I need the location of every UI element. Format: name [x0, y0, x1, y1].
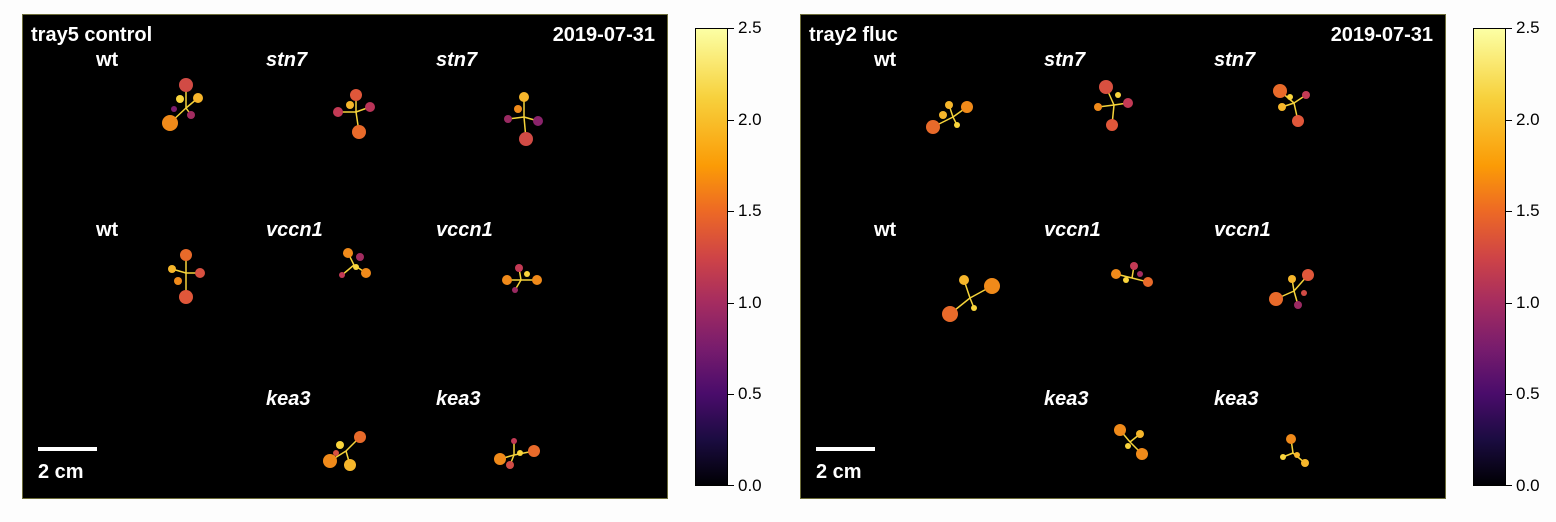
genotype-label: vccn1 [266, 219, 323, 241]
genotype-label: stn7 [1044, 49, 1086, 71]
genotype-label: vccn1 [1044, 219, 1101, 241]
plant-rosette [1280, 434, 1309, 467]
genotype-label: stn7 [1214, 49, 1256, 71]
panel-date: 2019-07-31 [552, 24, 655, 46]
genotype-label: kea3 [1214, 388, 1259, 410]
plant-rosette [926, 101, 973, 134]
scale-bar-label: 2 cm [38, 461, 84, 483]
genotype-label: vccn1 [436, 219, 493, 241]
colorbar-axis: 2.5 2.0 1.5 1.0 0.5 0.0 [1506, 18, 1556, 495]
genotype-label: stn7 [436, 49, 478, 71]
scale-bar [38, 447, 97, 451]
plant-rosette [1269, 269, 1314, 309]
colorbar-tick-label: 2.0 [1516, 109, 1540, 129]
colorbar-tick-label: 1.0 [1516, 292, 1540, 312]
colorbar [695, 28, 728, 486]
genotype-label: wt [96, 219, 119, 241]
colorbar-tick-label: 0.5 [738, 384, 762, 404]
plant-rosette [323, 431, 366, 471]
colorbar-tick-label: 2.5 [1516, 18, 1540, 37]
colorbar-tick-label: 0.5 [1516, 384, 1540, 404]
colorbar-tick-label: 2.0 [738, 109, 762, 129]
genotype-label: stn7 [266, 49, 308, 71]
genotype-label: kea3 [1044, 388, 1089, 410]
plant-rosette [168, 249, 205, 304]
genotype-label: vccn1 [1214, 219, 1271, 241]
genotype-label: wt [96, 49, 119, 71]
colorbar-axis: 2.5 2.0 1.5 1.0 0.5 0.0 [728, 18, 788, 495]
colorbar-tick-label: 2.5 [738, 18, 762, 37]
colorbar-tick-label: 1.0 [738, 292, 762, 312]
plant-rosette [502, 264, 542, 293]
panel-date: 2019-07-31 [1330, 24, 1433, 46]
colorbar [1473, 28, 1506, 486]
plant-rosette [1114, 424, 1148, 460]
plant-rosette [339, 248, 371, 278]
genotype-label: kea3 [266, 388, 311, 410]
plant-rosette [1094, 80, 1133, 131]
colorbar-tick-label: 0.0 [738, 476, 762, 495]
plant-rosette [162, 78, 203, 131]
scale-bar-label: 2 cm [816, 461, 862, 483]
panel-title: tray2 fluc [809, 24, 898, 46]
genotype-label: kea3 [436, 388, 481, 410]
genotype-label: wt [874, 49, 897, 71]
plant-rosette [942, 275, 1000, 322]
image-panel-left: tray5 control 2019-07-31 wt stn7 stn7 wt… [22, 14, 668, 499]
plant-rosette [1111, 262, 1153, 287]
colorbar-tick-label: 1.5 [738, 201, 762, 221]
genotype-label: wt [874, 219, 897, 241]
plant-rosette [494, 438, 540, 469]
scale-bar [816, 447, 875, 451]
image-panel-right: tray2 fluc 2019-07-31 wt stn7 stn7 wt vc… [800, 14, 1446, 499]
colorbar-tick-label: 1.5 [1516, 201, 1540, 221]
plant-rosette [1273, 84, 1310, 127]
colorbar-tick-label: 0.0 [1516, 476, 1540, 495]
panel-title: tray5 control [31, 24, 153, 46]
plant-rosette [333, 89, 375, 139]
plant-rosette [504, 92, 543, 146]
